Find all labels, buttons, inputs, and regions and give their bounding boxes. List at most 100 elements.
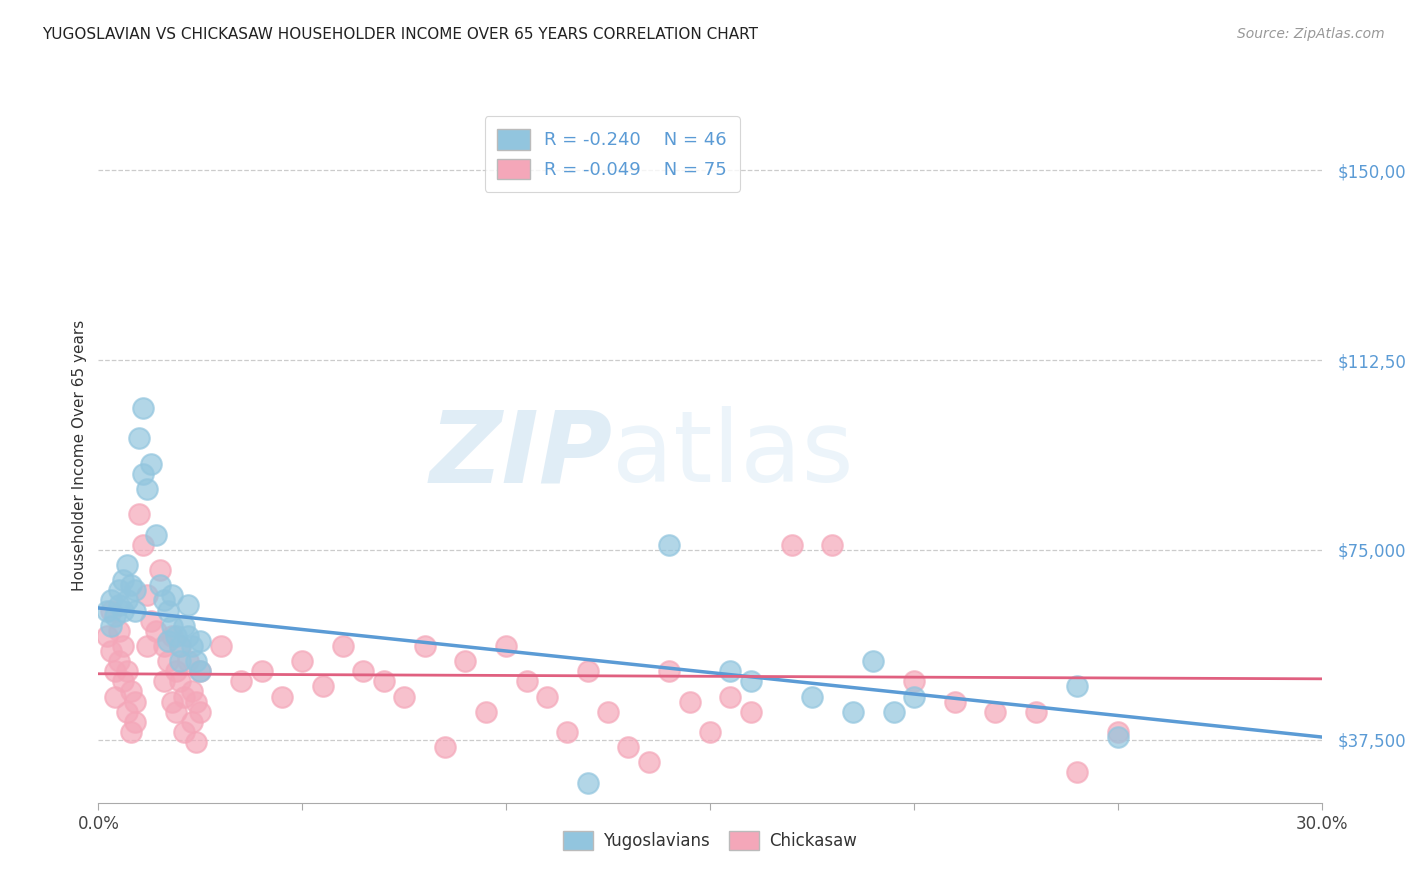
Point: [555, 725, 579, 739]
Point: [145, 527, 167, 541]
Point: [132, 538, 155, 552]
Point: [883, 705, 905, 719]
Point: [108, 654, 131, 668]
Point: [658, 538, 681, 552]
Point: [124, 714, 146, 729]
Point: [160, 695, 183, 709]
Point: [474, 705, 498, 719]
Point: [1066, 765, 1088, 780]
Point: [160, 588, 183, 602]
Point: [96, 629, 118, 643]
Point: [188, 633, 212, 648]
Point: [188, 665, 212, 679]
Point: [145, 624, 167, 638]
Point: [718, 665, 742, 679]
Point: [104, 690, 127, 704]
Point: [821, 538, 844, 552]
Point: [1025, 705, 1047, 719]
Point: [149, 563, 172, 577]
Point: [186, 654, 208, 668]
Point: [177, 629, 200, 643]
Point: [108, 624, 131, 638]
Point: [120, 578, 142, 592]
Point: [136, 588, 159, 602]
Point: [231, 674, 253, 689]
Point: [115, 558, 138, 572]
Point: [434, 740, 457, 755]
Point: [108, 599, 131, 613]
Point: [152, 593, 174, 607]
Point: [156, 654, 179, 668]
Point: [169, 654, 191, 668]
Point: [165, 705, 187, 719]
Y-axis label: Householder Income Over 65 years: Householder Income Over 65 years: [72, 319, 87, 591]
Point: [141, 614, 163, 628]
Point: [100, 618, 122, 632]
Point: [1066, 680, 1088, 694]
Point: [392, 690, 416, 704]
Point: [413, 639, 436, 653]
Point: [780, 538, 803, 552]
Point: [111, 603, 134, 617]
Point: [173, 618, 195, 632]
Point: [209, 639, 232, 653]
Point: [181, 714, 204, 729]
Point: [169, 639, 191, 653]
Point: [173, 725, 195, 739]
Point: [188, 665, 212, 679]
Point: [165, 665, 187, 679]
Point: [186, 735, 208, 749]
Point: [699, 725, 721, 739]
Point: [984, 705, 1007, 719]
Point: [516, 674, 538, 689]
Point: [149, 578, 172, 592]
Point: [115, 593, 138, 607]
Point: [115, 705, 138, 719]
Point: [740, 705, 762, 719]
Point: [454, 654, 477, 668]
Point: [124, 583, 146, 598]
Point: [156, 633, 179, 648]
Point: [181, 684, 204, 698]
Point: [104, 608, 127, 623]
Point: [312, 680, 335, 694]
Point: [270, 690, 294, 704]
Text: Source: ZipAtlas.com: Source: ZipAtlas.com: [1237, 27, 1385, 41]
Point: [658, 665, 681, 679]
Point: [111, 639, 134, 653]
Point: [100, 603, 122, 617]
Point: [124, 695, 146, 709]
Point: [740, 674, 762, 689]
Point: [598, 705, 620, 719]
Point: [115, 665, 138, 679]
Point: [186, 695, 208, 709]
Point: [124, 603, 146, 617]
Text: YUGOSLAVIAN VS CHICKASAW HOUSEHOLDER INCOME OVER 65 YEARS CORRELATION CHART: YUGOSLAVIAN VS CHICKASAW HOUSEHOLDER INC…: [42, 27, 758, 42]
Point: [132, 401, 155, 416]
Point: [136, 482, 159, 496]
Point: [841, 705, 863, 719]
Point: [141, 457, 163, 471]
Point: [177, 654, 200, 668]
Point: [495, 639, 517, 653]
Point: [718, 690, 742, 704]
Point: [250, 665, 273, 679]
Point: [169, 674, 191, 689]
Point: [679, 695, 702, 709]
Point: [1107, 730, 1129, 744]
Text: atlas: atlas: [612, 407, 853, 503]
Point: [181, 639, 204, 653]
Point: [100, 644, 122, 658]
Point: [128, 508, 150, 522]
Point: [111, 674, 134, 689]
Point: [108, 583, 131, 598]
Point: [104, 665, 127, 679]
Legend: Yugoslavians, Chickasaw: Yugoslavians, Chickasaw: [555, 824, 865, 857]
Point: [373, 674, 395, 689]
Point: [177, 599, 200, 613]
Point: [903, 674, 925, 689]
Point: [637, 756, 661, 770]
Point: [136, 639, 159, 653]
Point: [120, 725, 142, 739]
Point: [96, 603, 118, 617]
